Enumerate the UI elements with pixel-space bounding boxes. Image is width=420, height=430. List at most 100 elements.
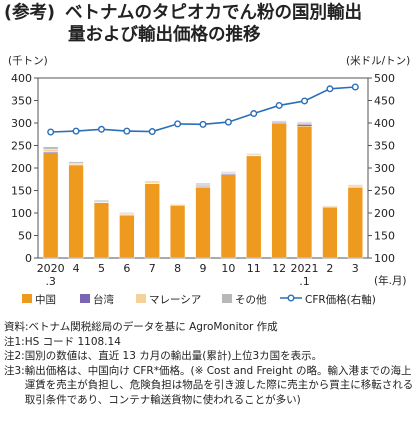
- bar-malaysia: [271, 120, 287, 123]
- left-tick-label: 400: [11, 72, 32, 85]
- x-tick-label: 7: [149, 262, 156, 275]
- cfr-point: [326, 85, 334, 93]
- bar-china: [144, 183, 160, 259]
- x-axis-unit: (年.月): [374, 274, 407, 287]
- bar-china: [220, 174, 236, 259]
- bar-malaysia: [296, 122, 313, 125]
- legend-label-cfr: CFR価格(右軸): [305, 293, 376, 306]
- bar-taiwan: [296, 124, 313, 127]
- bar-malaysia: [220, 172, 236, 175]
- title-tag: (参考): [4, 3, 55, 23]
- bar-malaysia: [43, 148, 59, 153]
- x-tick-label-part: 8: [174, 262, 181, 275]
- note-head: 注1:: [4, 335, 25, 348]
- bar-china: [170, 205, 186, 259]
- left-tick-label: 300: [11, 117, 32, 130]
- bar-malaysia: [93, 200, 110, 203]
- x-tick-label: 2: [326, 262, 333, 275]
- right-axis-unit: (米ドル/トン): [346, 54, 410, 67]
- x-tick-label-part: 9: [200, 262, 207, 275]
- bar-china: [246, 155, 262, 259]
- right-tick-label: 250: [374, 185, 395, 198]
- note-body: 輸出価格は、中国向け CFR*価格。(※ Cost and Freight の略…: [24, 364, 414, 406]
- left-tick-label: 0: [25, 252, 32, 265]
- cfr-point: [174, 120, 182, 128]
- bar-other: [119, 212, 135, 214]
- title-line-2: 量および輸出価格の推移: [68, 25, 261, 45]
- legend: 中国 台湾 マレーシア その他 CFR価格(右軸): [22, 293, 376, 306]
- left-axis-unit: (千トン): [8, 55, 48, 67]
- note-head: 資料:: [4, 321, 29, 333]
- note-row: 資料: ベトナム関税総局のデータを基に AgroMonitor 作成: [4, 320, 418, 335]
- left-tick-label: 350: [11, 95, 32, 108]
- x-tick-label-part: 4: [73, 262, 80, 275]
- bar-other: [93, 199, 110, 202]
- x-tick-label: 10: [221, 262, 235, 275]
- left-tick-label: 150: [11, 185, 32, 198]
- legend-label-taiwan: 台湾: [93, 293, 114, 306]
- bar-malaysia: [144, 181, 160, 184]
- cfr-point: [47, 128, 55, 136]
- bar-other: [68, 161, 84, 164]
- x-tick-label-part: 6: [123, 262, 130, 275]
- cfr-point: [224, 118, 232, 126]
- legend-label-other: その他: [235, 293, 267, 306]
- chart-svg: (千トン) (米ドル/トン) (年.月) 0 50 100 150 200 250 300 3…: [8, 54, 410, 306]
- x-tick-label: 6: [123, 262, 130, 275]
- bar-other: [220, 171, 236, 173]
- legend-swatch-taiwan: [80, 294, 90, 303]
- bar-other: [195, 183, 211, 185]
- note-body: HS コード 1108.14: [24, 335, 121, 348]
- right-tick-label: 450: [374, 95, 395, 108]
- chart-title: (参考) ベトナムのタピオカでん粉の国別輸出 量および輸出価格の推移: [4, 2, 416, 46]
- title-line-1: ベトナムのタピオカでん粉の国別輸出: [65, 3, 362, 23]
- x-tick-label-part: 11: [247, 262, 261, 275]
- cfr-point: [199, 120, 207, 128]
- bar-china: [68, 165, 84, 259]
- bar-malaysia: [347, 185, 363, 188]
- cfr-point: [72, 127, 80, 135]
- right-tick-label: 500: [374, 72, 395, 85]
- x-tick-label-part: 5: [98, 262, 105, 275]
- bar-china: [43, 152, 59, 259]
- right-tick-label: 400: [374, 117, 395, 130]
- x-tick-label-part: 2021: [291, 262, 319, 275]
- right-tick-label: 150: [374, 230, 395, 243]
- x-tick-label-part: 10: [221, 262, 235, 275]
- x-tick-label: 9: [200, 262, 207, 275]
- right-tick-label: 100: [374, 252, 395, 265]
- legend-swatch-other: [222, 294, 232, 303]
- bar-malaysia: [195, 184, 211, 187]
- notes: 資料: ベトナム関税総局のデータを基に AgroMonitor 作成 注1: HS コ…: [4, 320, 418, 407]
- x-tick-label-part: 12: [272, 262, 286, 275]
- left-tick-label: 100: [11, 207, 32, 220]
- note-row: 注3: 輸出価格は、中国向け CFR*価格。(※ Cost and Freight…: [4, 364, 418, 408]
- bar-china: [93, 202, 110, 259]
- left-tick-label: 200: [11, 162, 32, 175]
- cfr-point: [97, 125, 105, 133]
- bar-other: [246, 153, 262, 155]
- plot-area: 0 50 100 150 200 250 300 350 400 100 150 200 250 300 3…: [11, 72, 395, 288]
- right-tick-label: 350: [374, 140, 395, 153]
- bar-china: [296, 125, 313, 259]
- x-tick-label-part: 2: [326, 262, 333, 275]
- x-tick-label-part: 7: [149, 262, 156, 275]
- x-tick-label: 8: [174, 262, 181, 275]
- left-tick-label: 250: [11, 140, 32, 153]
- x-tick-label: 4: [73, 262, 80, 275]
- right-tick-label: 200: [374, 207, 395, 220]
- note-head: 注2:: [4, 350, 25, 362]
- note-body: ベトナム関税総局のデータを基に AgroMonitor 作成: [28, 321, 278, 333]
- left-tick-label: 50: [18, 230, 32, 243]
- x-tick-label-part: 3: [352, 262, 359, 275]
- note-head: 注3:: [4, 364, 25, 377]
- legend-label-china: 中国: [35, 293, 56, 306]
- bar-china: [347, 187, 363, 259]
- bar-china: [322, 206, 338, 259]
- bar-other: [347, 184, 363, 186]
- bar-china: [271, 122, 287, 259]
- legend-swatch-malaysia: [136, 294, 146, 303]
- bar-china: [195, 187, 211, 259]
- bar-other: [296, 121, 313, 123]
- note-row: 注1: HS コード 1108.14: [4, 335, 418, 350]
